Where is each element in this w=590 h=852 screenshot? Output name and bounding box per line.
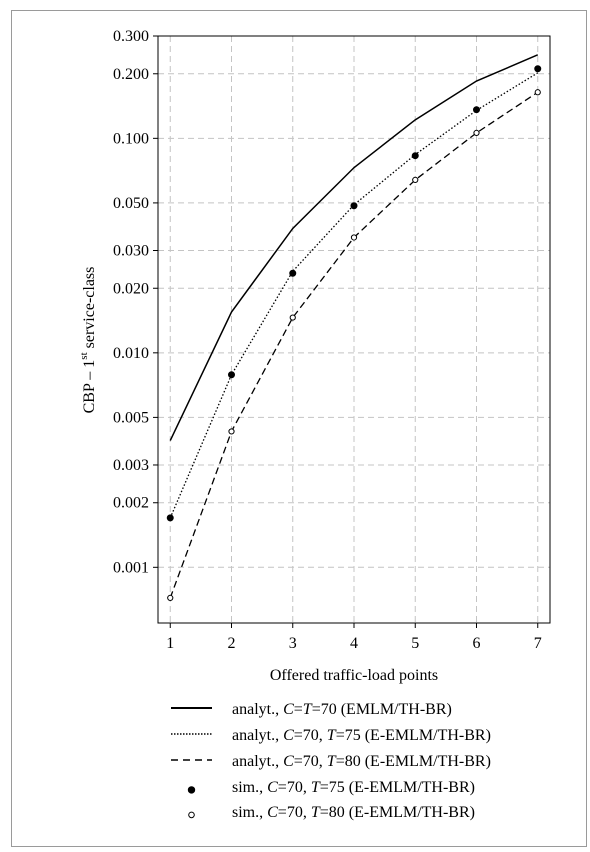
x-axis: 1 2 3 4 5 6 7	[166, 623, 542, 652]
y-tick-label: 0.002	[113, 495, 149, 512]
series-line-solid	[169, 54, 539, 441]
x-tick-label: 4	[350, 635, 358, 652]
data-point-open	[350, 234, 358, 241]
y-tick-label: 0.030	[113, 242, 149, 259]
x-tick-label: 6	[473, 635, 481, 652]
data-point-open	[228, 428, 235, 435]
legend-item: sim., C=70, T=80 (E-EMLM/TH-BR)	[188, 804, 475, 821]
data-point-filled	[350, 202, 358, 210]
y-axis-label: CBP – 1st service-class	[78, 267, 98, 414]
legend-label: sim., C=70, T=75 (E-EMLM/TH-BR)	[232, 779, 475, 796]
data-point-open	[473, 129, 480, 137]
x-axis-label: Offered traffic-load points	[270, 667, 438, 684]
data-point-filled	[228, 371, 235, 379]
x-tick-label: 3	[289, 635, 297, 652]
data-point-filled	[289, 269, 297, 277]
legend-marker-open	[188, 811, 195, 819]
data-point-open	[167, 594, 174, 602]
legend-item: sim., C=70, T=75 (E-EMLM/TH-BR)	[187, 779, 475, 796]
x-tick-label: 2	[228, 635, 236, 652]
data-point-filled	[166, 514, 174, 522]
y-tick-label: 0.010	[113, 345, 149, 362]
x-tick-label: 7	[534, 635, 542, 652]
y-tick-label: 0.100	[113, 130, 149, 147]
legend-label: analyt., C=70, T=80 (E-EMLM/TH-BR)	[232, 753, 491, 770]
y-tick-label: 0.020	[113, 280, 149, 297]
legend-item: analyt., C=T=70 (EMLM/TH-BR)	[171, 701, 452, 718]
figure-frame	[11, 10, 587, 847]
legend-item: analyt., C=70, T=80 (E-EMLM/TH-BR)	[171, 753, 491, 770]
grid	[158, 35, 550, 623]
data-point-filled	[473, 106, 480, 114]
legend-marker-filled	[187, 786, 196, 794]
y-tick-label: 0.050	[113, 195, 149, 212]
x-tick-label: 5	[411, 635, 419, 652]
y-tick-label: 0.200	[113, 66, 149, 83]
series-layer	[166, 54, 542, 602]
y-tick-label: 0.003	[113, 457, 149, 474]
y-tick-label: 0.005	[113, 409, 149, 426]
data-point-filled	[411, 152, 419, 160]
legend: analyt., C=T=70 (EMLM/TH-BR) analyt., C=7…	[171, 701, 491, 821]
data-point-filled	[534, 65, 542, 73]
data-point-open	[412, 176, 419, 184]
legend-label: analyt., C=70, T=75 (E-EMLM/TH-BR)	[232, 727, 491, 744]
legend-label: analyt., C=T=70 (EMLM/TH-BR)	[232, 701, 452, 718]
x-tick-label: 1	[166, 635, 174, 652]
legend-item: analyt., C=70, T=75 (E-EMLM/TH-BR)	[171, 727, 491, 744]
y-tick-label: 0.300	[113, 28, 149, 45]
y-tick-label: 0.001	[113, 559, 149, 576]
legend-label: sim., C=70, T=80 (E-EMLM/TH-BR)	[232, 804, 475, 821]
y-axis: 0.001 0.002 0.003 0.005 0.010 0.020 0.030 0.050…	[113, 28, 158, 576]
data-point-open	[289, 314, 296, 321]
data-point-open	[534, 89, 541, 96]
